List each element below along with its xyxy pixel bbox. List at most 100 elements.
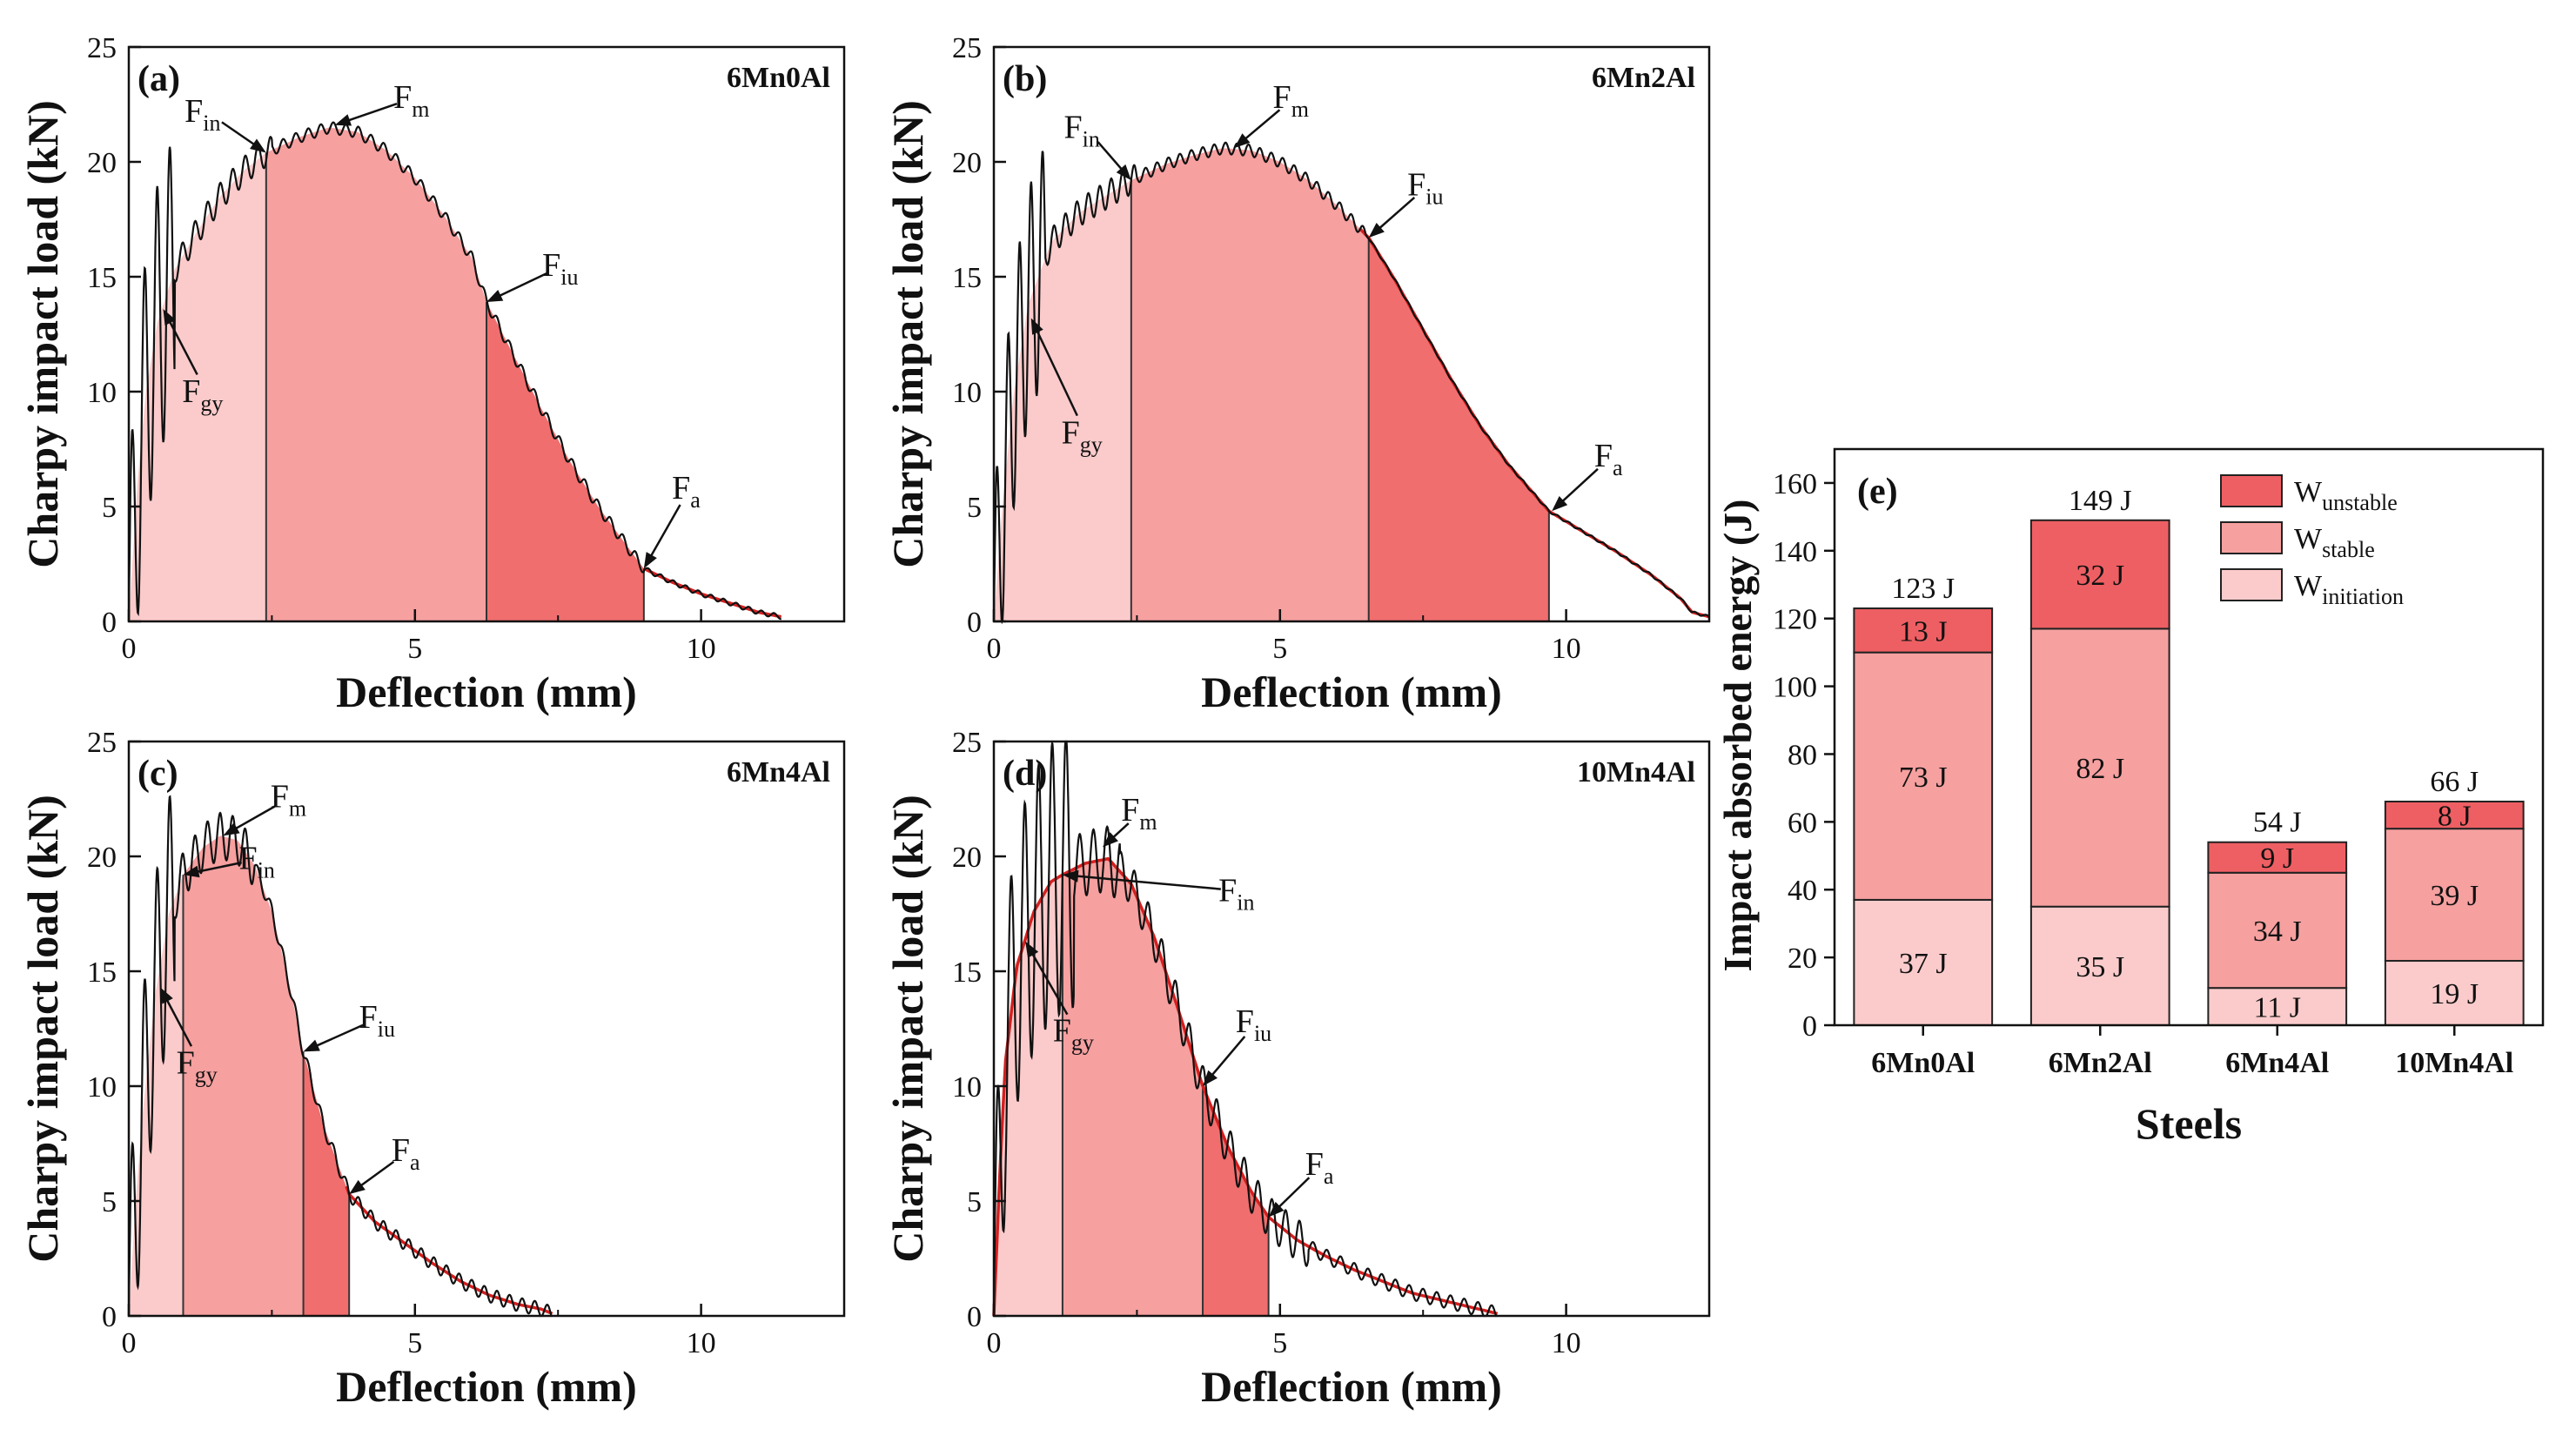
annotation-Fm-a-main: F bbox=[393, 79, 412, 116]
plot-frame-c bbox=[127, 740, 846, 1318]
y-tick-label-a-5: 25 bbox=[87, 32, 117, 64]
panel-d: 0 5 10 0 5 10 15 20 25 Deflection (mm) Charpy impa… bbox=[883, 727, 1711, 1411]
annotation-Fa-d-sub: a bbox=[1324, 1164, 1334, 1189]
arrow-line-a-d bbox=[1276, 1177, 1311, 1210]
arrow-line-iu-a bbox=[497, 272, 547, 299]
y-axis-title-a: Charpy impact load (kN) bbox=[18, 100, 67, 568]
region-stable-c bbox=[183, 835, 304, 1316]
annotation-Fa-a: Fa bbox=[672, 470, 701, 513]
y-axis-title-d: Charpy impact load (kN) bbox=[883, 795, 932, 1263]
annotation-Fa-b-main: F bbox=[1594, 438, 1613, 474]
y-tick-label-e-1: 20 bbox=[1788, 943, 1817, 975]
annotation-Fa-c: Fa bbox=[392, 1132, 420, 1175]
panel-label-e: (e) bbox=[1857, 472, 1898, 512]
load-curve-c bbox=[127, 795, 553, 1318]
x-axis-title-b: Deflection (mm) bbox=[1201, 668, 1502, 716]
legend-label-unstable: Wunstable bbox=[2294, 476, 2398, 515]
y-axis-title-c: Charpy impact load (kN) bbox=[18, 795, 67, 1263]
y-axis-title-e: Impact absorbed energy (J) bbox=[1715, 500, 1760, 972]
arrow-head-a-d bbox=[1268, 1201, 1285, 1218]
arrow-head-iu-b bbox=[1368, 222, 1385, 238]
y-tick-label-b-0: 0 bbox=[967, 607, 982, 639]
arrow-head-gy-c bbox=[160, 987, 173, 1004]
region-unstable-b bbox=[1368, 238, 1549, 621]
load-curve-d bbox=[992, 740, 1498, 1318]
annotation-Fiu-d-main: F bbox=[1236, 1003, 1254, 1040]
annotation-Fin-b-main: F bbox=[1064, 109, 1083, 145]
annotation-Fgy-b: Fgy bbox=[1062, 415, 1103, 458]
arrow-line-in-d bbox=[1074, 875, 1221, 890]
annotation-Fa-a-main: F bbox=[672, 470, 690, 507]
annotation-Fin-c: Fin bbox=[239, 841, 275, 883]
annotation-Fiu-c-sub: iu bbox=[378, 1017, 395, 1042]
x-tick-label-a-0: 0 bbox=[122, 633, 137, 665]
region-stable-d bbox=[1062, 858, 1204, 1316]
region-stable-b bbox=[1130, 148, 1369, 622]
region-initiation-a bbox=[129, 152, 266, 621]
bar-label-stable-0: 73 J bbox=[1899, 762, 1948, 794]
annotation-Fin-c-main: F bbox=[239, 841, 258, 877]
arrow-head-gy-b bbox=[1030, 318, 1043, 335]
bar-unstable-1 bbox=[2029, 519, 2170, 630]
legend-label-initiation: Winitiation bbox=[2294, 570, 2404, 609]
arrow-head-in-d bbox=[1062, 869, 1079, 882]
annotation-Fiu-b-sub: iu bbox=[1426, 184, 1443, 209]
steel-name-c: 6Mn4Al bbox=[727, 756, 830, 788]
annotation-Fm-d: Fm bbox=[1121, 792, 1157, 835]
y-tick-label-c-4: 20 bbox=[87, 842, 117, 874]
y-tick-label-d-5: 25 bbox=[952, 727, 982, 759]
bar-label-unstable-1: 32 J bbox=[2076, 560, 2124, 592]
region-unstable-a bbox=[486, 302, 644, 621]
category-label-1: 6Mn2Al bbox=[2049, 1047, 2152, 1079]
y-tick-label-e-5: 100 bbox=[1773, 672, 1817, 704]
total-label-0: 123 J bbox=[1891, 573, 1955, 605]
annotation-Fgy-c-main: F bbox=[177, 1045, 195, 1082]
plot-frame-e bbox=[1833, 447, 2545, 1027]
bar-label-unstable-0: 13 J bbox=[1899, 615, 1948, 648]
annotation-Fgy-b-sub: gy bbox=[1080, 433, 1103, 458]
annotation-Fgy-c-sub: gy bbox=[195, 1063, 218, 1088]
y-tick-label-e-6: 120 bbox=[1773, 604, 1817, 636]
annotation-Fiu-b-main: F bbox=[1407, 166, 1426, 203]
steel-name-b: 6Mn2Al bbox=[1592, 62, 1695, 94]
bar-unstable-0 bbox=[1853, 607, 1994, 654]
y-tick-label-b-3: 15 bbox=[952, 262, 982, 294]
x-tick-label-c-1: 5 bbox=[407, 1327, 422, 1359]
y-tick-label-e-7: 140 bbox=[1773, 536, 1817, 568]
annotation-Fm-b-main: F bbox=[1273, 79, 1291, 116]
bar-unstable-2 bbox=[2207, 841, 2348, 874]
annotation-Fm-d-main: F bbox=[1121, 792, 1139, 829]
legend-swatch-stable bbox=[2220, 521, 2283, 554]
y-tick-label-b-1: 5 bbox=[967, 492, 982, 524]
annotation-Fiu-d: Fiu bbox=[1236, 1003, 1271, 1046]
annotation-Fm-c: Fm bbox=[271, 778, 306, 821]
bar-label-stable-1: 82 J bbox=[2076, 753, 2124, 785]
annotation-Fiu-b: Fiu bbox=[1407, 166, 1443, 209]
arrow-head-in-c bbox=[183, 865, 200, 878]
arrow-line-m-a bbox=[345, 103, 398, 123]
annotation-Fm-a: Fm bbox=[393, 79, 429, 122]
arrow-head-a-b bbox=[1552, 495, 1568, 512]
y-tick-label-a-3: 15 bbox=[87, 262, 117, 294]
annotation-Fa-a-sub: a bbox=[690, 487, 701, 513]
annotation-Fgy-d-main: F bbox=[1053, 1013, 1071, 1050]
arrow-line-a-b bbox=[1560, 467, 1599, 504]
annotation-Fgy-d-sub: gy bbox=[1071, 1030, 1094, 1056]
panel-b: 0 5 10 0 5 10 15 20 25 Deflection (mm) Charpy impa… bbox=[883, 32, 1711, 716]
load-curve-a bbox=[127, 121, 782, 622]
arrow-line-iu-b bbox=[1377, 196, 1416, 231]
annotation-Fiu-a-main: F bbox=[542, 247, 560, 284]
y-tick-label-c-5: 25 bbox=[87, 727, 117, 759]
legend-label-stable-main: W bbox=[2294, 523, 2323, 555]
annotation-Fm-b-sub: m bbox=[1291, 97, 1309, 122]
annotation-Fin-b-sub: in bbox=[1083, 126, 1100, 151]
y-tick-label-d-0: 0 bbox=[967, 1301, 982, 1333]
annotation-Fm-c-main: F bbox=[271, 778, 289, 815]
arrow-head-m-b bbox=[1234, 133, 1251, 149]
bar-stable-1 bbox=[2029, 627, 2170, 908]
arrow-line-gy-c bbox=[164, 997, 193, 1047]
legend-label-unstable-sub: unstable bbox=[2322, 490, 2398, 515]
annotation-Fgy-a: Fgy bbox=[182, 373, 223, 416]
legend-label-stable-sub: stable bbox=[2322, 537, 2375, 562]
